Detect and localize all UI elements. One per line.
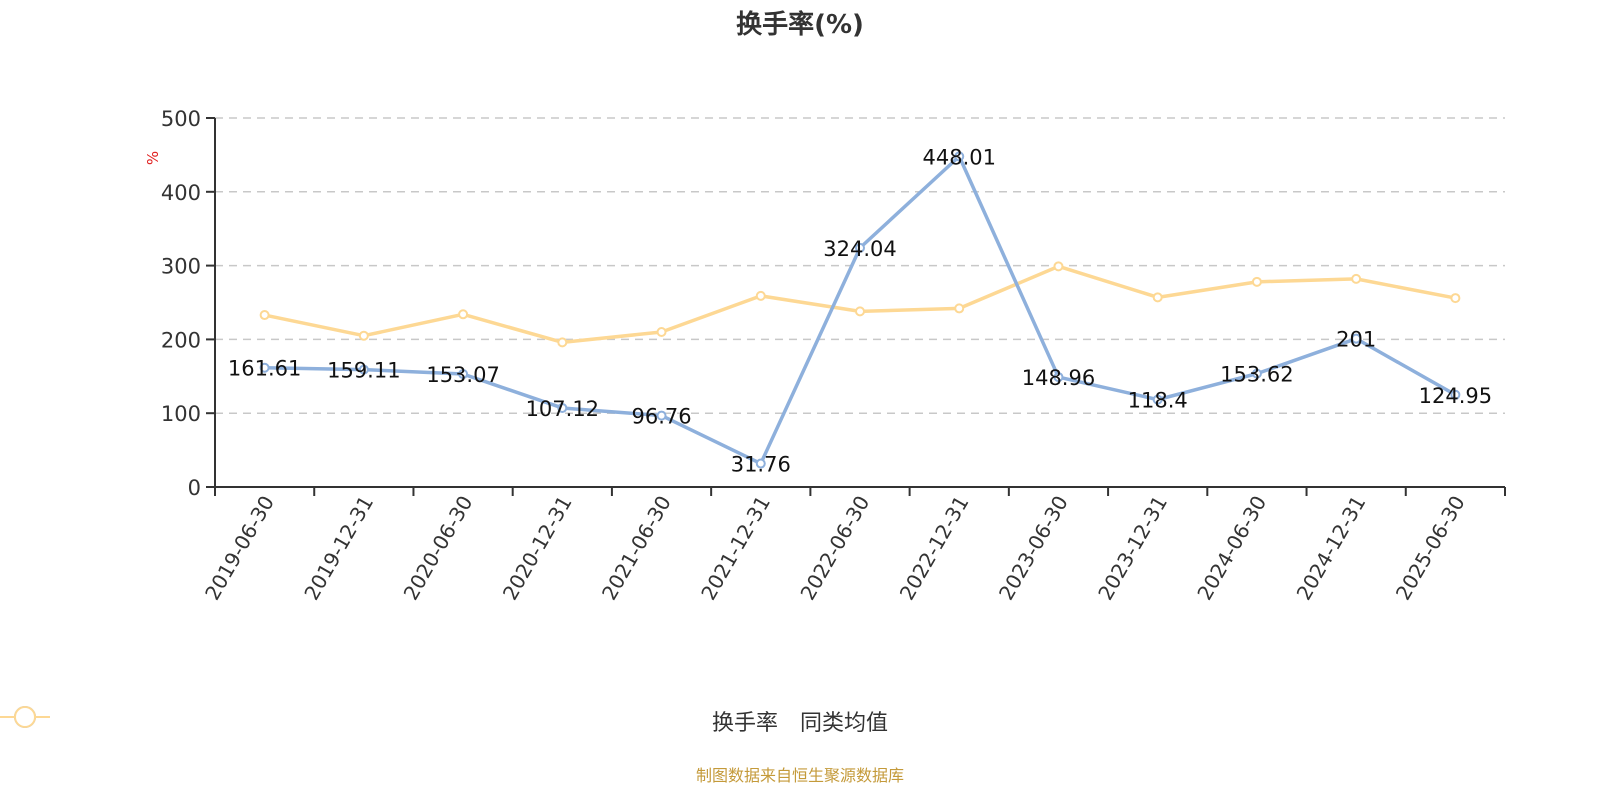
data-point[interactable] [1152, 394, 1163, 405]
legend-label: 同类均值 [800, 711, 889, 736]
legend-label: 换手率 [711, 711, 778, 736]
x-tick-label: 2019-12-31 [299, 492, 378, 605]
y-tick-label: 200 [161, 328, 201, 352]
data-point[interactable] [1152, 292, 1163, 303]
x-tick-label: 2022-12-31 [895, 492, 974, 605]
data-label: 107.12 [526, 397, 599, 421]
data-label: 124.95 [1419, 384, 1492, 408]
data-label: 153.62 [1220, 363, 1293, 387]
data-label: 148.96 [1022, 366, 1095, 390]
data-label: 161.61 [228, 357, 301, 381]
data-point[interactable] [1251, 276, 1262, 287]
legend-item-turnover[interactable]: 换手率 [0, 705, 778, 737]
y-tick-label: 400 [161, 181, 201, 205]
data-point[interactable] [755, 290, 766, 301]
x-tick-label: 2023-12-31 [1093, 492, 1172, 605]
source-note: 制图数据来自恒生聚源数据库 [695, 766, 904, 785]
data-point[interactable] [259, 310, 270, 321]
data-label: 448.01 [922, 145, 995, 169]
series-line [264, 264, 1456, 345]
y-tick-label: 300 [161, 255, 201, 279]
x-tick-label: 2025-06-30 [1391, 492, 1470, 605]
legend-line-circle-icon [0, 706, 50, 728]
y-tick-label: 500 [161, 107, 201, 131]
data-label: 118.4 [1128, 389, 1188, 413]
data-point[interactable] [755, 458, 766, 469]
data-point[interactable] [358, 330, 369, 341]
data-point[interactable] [1053, 372, 1064, 383]
legend: 换手率 同类均值 [0, 705, 1600, 737]
x-tick-label: 2019-06-30 [200, 492, 279, 605]
legend-item-peer-average[interactable]: 同类均值 [0, 705, 889, 737]
data-label: 324.04 [823, 237, 896, 261]
data-point[interactable] [1450, 389, 1461, 400]
data-point[interactable] [656, 410, 667, 421]
data-point[interactable] [1251, 368, 1262, 379]
x-tick-label: 2021-06-30 [597, 492, 676, 605]
chart-title: 换手率(%) [736, 10, 864, 40]
data-label: 153.07 [426, 363, 499, 387]
x-tick-label: 2021-12-31 [696, 492, 775, 605]
x-tick-label: 2024-06-30 [1192, 492, 1271, 605]
data-point[interactable] [358, 364, 369, 375]
y-tick-label: 100 [161, 402, 201, 426]
data-point[interactable] [1351, 333, 1362, 344]
data-label: 96.76 [631, 405, 691, 429]
data-label: 201 [1336, 328, 1376, 352]
data-label: 159.11 [327, 359, 400, 383]
data-point[interactable] [1053, 261, 1064, 272]
data-point[interactable] [954, 303, 965, 314]
data-point[interactable] [259, 362, 270, 373]
data-point[interactable] [557, 337, 568, 348]
data-point[interactable] [1450, 293, 1461, 304]
x-tick-label: 2024-12-31 [1292, 492, 1371, 605]
line-chart: 0 100 200 300 400 500% 2019-06-30 2019-12-31 202… [144, 107, 1506, 605]
data-point[interactable] [458, 369, 469, 380]
data-label: 31.76 [731, 453, 791, 477]
x-tick-label: 2020-12-31 [498, 492, 577, 605]
x-tick-label: 2022-06-30 [795, 492, 874, 605]
data-point[interactable] [1351, 273, 1362, 284]
data-point[interactable] [954, 151, 965, 162]
data-point[interactable] [458, 309, 469, 320]
data-point[interactable] [855, 306, 865, 317]
data-point[interactable] [656, 327, 667, 338]
y-tick-label: 0 [188, 476, 201, 500]
data-point[interactable] [855, 242, 865, 253]
data-point[interactable] [557, 402, 568, 413]
x-tick-label: 2020-06-30 [399, 492, 478, 605]
x-tick-label: 2023-06-30 [994, 492, 1073, 605]
y-axis-unit: % [144, 151, 162, 165]
